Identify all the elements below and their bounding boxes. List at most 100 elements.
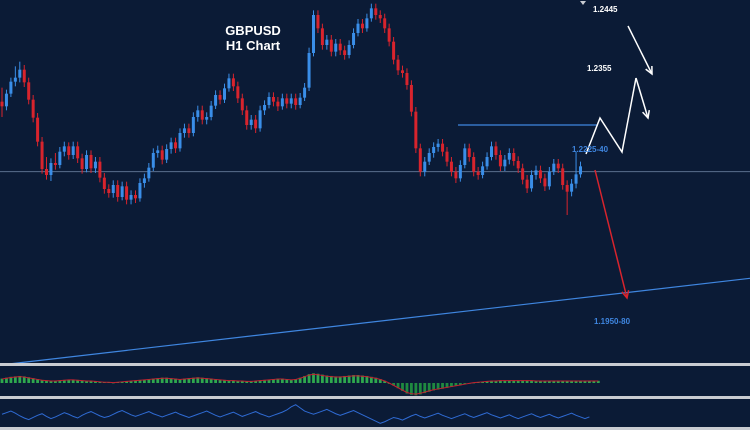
candle — [49, 158, 53, 181]
macd-bar — [507, 380, 511, 383]
macd-bar — [405, 383, 409, 394]
candle — [169, 137, 173, 154]
macd-bar — [249, 381, 253, 383]
candle — [4, 89, 8, 111]
candle-body — [449, 161, 453, 172]
candle — [414, 107, 418, 153]
macd-bar — [272, 379, 275, 383]
candle — [231, 73, 235, 91]
candle — [303, 83, 307, 101]
candle — [405, 68, 409, 90]
macd-bar — [289, 379, 293, 383]
macd-bar — [138, 379, 142, 383]
macd-bar — [547, 380, 551, 383]
candle — [223, 83, 226, 103]
macd-bar — [40, 379, 44, 383]
candle-body — [561, 168, 565, 185]
candle — [45, 157, 48, 180]
candle — [574, 151, 578, 189]
macd-bar — [67, 379, 71, 383]
candle-body — [169, 142, 173, 149]
candle-body — [507, 153, 511, 160]
macd-bar — [178, 379, 182, 383]
candle-body — [285, 98, 289, 104]
candle — [449, 157, 453, 177]
macd-bar — [516, 380, 520, 383]
candle-body — [521, 168, 525, 180]
candle — [556, 159, 560, 173]
candle-body — [405, 73, 409, 85]
candle — [196, 105, 200, 122]
macd-bar — [218, 379, 222, 383]
rsi-line-path — [1, 404, 590, 424]
macd-bar — [143, 379, 146, 383]
candle — [182, 123, 186, 138]
candle — [280, 93, 284, 110]
candle-body — [165, 149, 169, 160]
candle — [298, 93, 302, 109]
macd-bar — [521, 380, 525, 383]
bullish-arrow-1-2445-head — [645, 65, 653, 76]
candle — [76, 141, 80, 163]
candle-body — [98, 161, 102, 178]
candle-body — [129, 195, 133, 200]
macd-bar — [22, 376, 26, 383]
macd-bar — [18, 375, 22, 383]
candle-body — [107, 189, 111, 193]
macd-bar — [236, 380, 240, 383]
candle-body — [205, 117, 209, 120]
candle-body — [191, 117, 195, 133]
candle — [347, 40, 351, 59]
candle-body — [427, 153, 431, 162]
macd-bar — [401, 383, 404, 391]
candle — [0, 87, 4, 117]
candle-body — [218, 95, 222, 100]
bullish-arrow-1-2445-shaft — [627, 25, 653, 75]
macd-bar — [125, 381, 128, 383]
candle-body — [365, 18, 369, 29]
candle — [156, 145, 160, 158]
macd-bar — [58, 380, 62, 383]
macd-bar — [481, 381, 484, 383]
candle-body — [280, 98, 284, 107]
candle-body — [352, 33, 356, 45]
macd-bar — [334, 376, 338, 383]
macd-bar — [423, 383, 427, 394]
candle-body — [271, 97, 275, 102]
candle — [294, 93, 298, 110]
candle-body — [467, 148, 471, 157]
candle-body — [53, 163, 57, 165]
candle-body — [312, 15, 315, 53]
candle-body — [174, 142, 178, 149]
candle — [85, 150, 89, 173]
bullish-path — [585, 77, 637, 155]
macd-bar — [276, 378, 280, 383]
macd-bar — [129, 380, 133, 383]
candle-body — [534, 170, 538, 175]
candle — [338, 39, 342, 55]
candle — [516, 156, 520, 173]
candle-body — [263, 105, 267, 111]
candle — [138, 178, 142, 202]
candle — [418, 143, 422, 177]
candle — [13, 66, 17, 87]
macd-bar — [352, 375, 355, 383]
candle — [325, 35, 329, 50]
macd-bar — [94, 381, 97, 383]
candle-body — [236, 86, 240, 99]
candle — [200, 105, 204, 125]
candle — [276, 97, 280, 111]
candle — [320, 23, 324, 50]
candle-body — [276, 101, 280, 107]
macd-bar — [463, 383, 467, 385]
candle-body — [441, 143, 445, 152]
macd-bar — [369, 376, 373, 383]
candle — [160, 145, 164, 165]
rsi-line — [1, 404, 590, 424]
macd-bar — [209, 378, 213, 383]
macd-histogram — [0, 373, 600, 396]
candle — [125, 181, 129, 205]
macd-bar — [570, 380, 573, 383]
candle — [378, 10, 382, 23]
candle-body — [147, 167, 151, 179]
